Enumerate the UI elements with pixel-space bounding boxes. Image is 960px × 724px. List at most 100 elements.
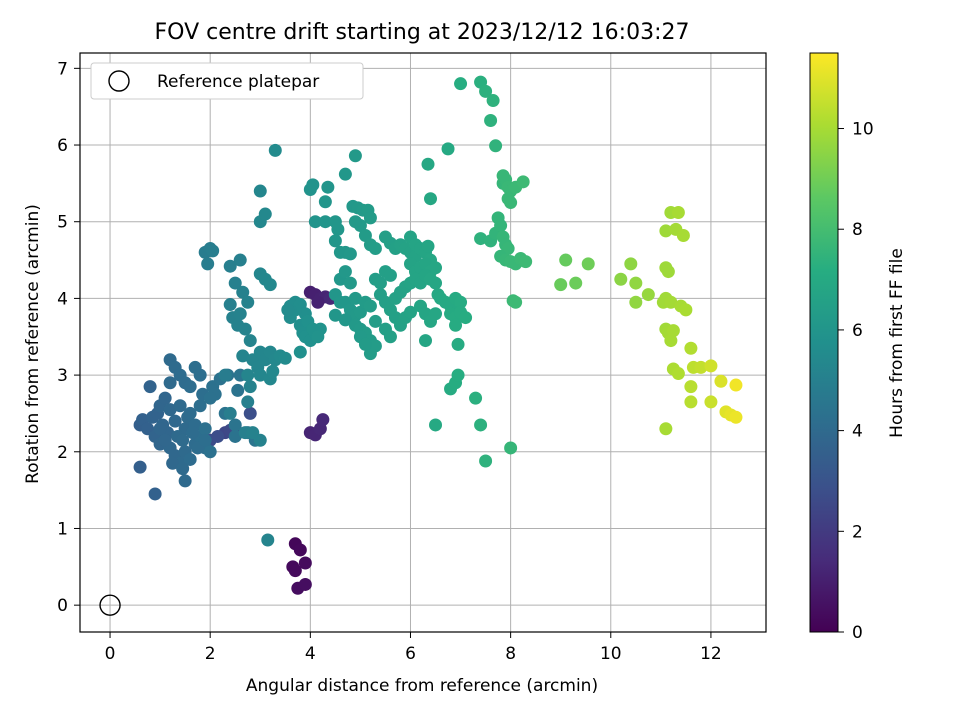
data-point: [183, 406, 197, 420]
data-point: [311, 330, 325, 344]
x-axis-ticks: 0 2 4 6 8 10 12: [105, 632, 722, 664]
data-point: [308, 215, 322, 229]
data-point: [133, 460, 147, 474]
data-point: [484, 113, 498, 127]
colorbar-tick-label: 6: [852, 321, 863, 341]
data-point: [403, 305, 417, 319]
y-tick-label: 5: [57, 213, 68, 233]
data-point: [348, 149, 362, 163]
data-point: [241, 295, 255, 309]
colorbar-tick-label: 10: [852, 120, 874, 140]
data-point: [293, 345, 307, 359]
data-point: [298, 556, 312, 570]
data-point: [201, 257, 215, 271]
colorbar-tick-label: 4: [852, 422, 863, 442]
data-point: [516, 175, 530, 189]
data-point: [311, 295, 325, 309]
data-point: [178, 474, 192, 488]
data-point: [206, 244, 220, 258]
data-point: [148, 487, 162, 501]
legend-box: [90, 62, 364, 100]
y-tick-label: 7: [57, 59, 68, 79]
data-point: [684, 395, 698, 409]
data-point: [486, 94, 500, 108]
data-point: [298, 577, 312, 591]
data-point: [559, 253, 573, 267]
data-points: [133, 75, 743, 595]
data-point: [338, 265, 352, 279]
data-point: [449, 318, 463, 332]
data-point: [241, 368, 255, 382]
data-point: [198, 433, 212, 447]
x-tick-label: 0: [105, 644, 116, 664]
y-tick-label: 3: [57, 366, 68, 386]
data-point: [504, 196, 518, 210]
data-point: [729, 410, 743, 424]
colorbar-tick-label: 2: [852, 522, 863, 542]
data-point: [629, 295, 643, 309]
data-point: [163, 403, 177, 417]
data-point: [671, 206, 685, 220]
data-point: [266, 364, 280, 378]
data-point: [679, 303, 693, 317]
data-point: [421, 239, 435, 253]
y-tick-label: 4: [57, 289, 68, 309]
data-point: [241, 395, 255, 409]
data-point: [363, 211, 377, 225]
data-point: [454, 77, 468, 91]
data-point: [316, 413, 330, 427]
data-point: [659, 224, 673, 238]
data-point: [261, 533, 275, 547]
data-point: [429, 276, 443, 290]
colorbar-label: Hours from first FF file: [887, 248, 907, 438]
data-point: [353, 305, 367, 319]
data-point: [338, 313, 352, 327]
data-point: [629, 276, 643, 290]
data-point: [218, 368, 232, 382]
data-point: [158, 391, 172, 405]
data-point: [233, 307, 247, 321]
data-point: [729, 378, 743, 392]
data-point: [306, 178, 320, 192]
data-point: [243, 380, 257, 394]
data-point: [268, 143, 282, 157]
data-point: [183, 452, 197, 466]
legend-label: Reference platepar: [157, 72, 319, 92]
data-point: [368, 314, 382, 328]
legend-marker-open-circle: [108, 70, 130, 92]
data-point: [228, 418, 242, 432]
x-tick-label: 10: [600, 644, 622, 664]
data-point: [694, 360, 708, 374]
data-point: [383, 268, 397, 282]
data-point: [684, 341, 698, 355]
data-point: [664, 334, 678, 348]
data-point: [348, 215, 362, 229]
data-point: [496, 169, 510, 183]
x-tick-label: 8: [505, 644, 516, 664]
data-point: [228, 429, 242, 443]
data-point: [258, 207, 272, 221]
data-point: [238, 322, 252, 336]
data-point: [253, 433, 267, 447]
data-point: [504, 441, 518, 455]
data-point: [143, 380, 157, 394]
data-point: [474, 232, 488, 246]
data-point: [198, 422, 212, 436]
data-point: [253, 184, 267, 198]
data-point: [659, 422, 673, 436]
data-point: [429, 307, 443, 321]
data-point: [664, 295, 678, 309]
data-point: [454, 295, 468, 309]
data-point: [676, 229, 690, 243]
data-point: [489, 139, 503, 153]
data-point: [519, 255, 533, 269]
data-point: [666, 324, 680, 338]
data-point: [451, 337, 465, 351]
data-point: [193, 399, 207, 413]
data-point: [173, 399, 187, 413]
data-point: [429, 261, 443, 275]
data-point: [293, 543, 307, 557]
data-point: [704, 395, 718, 409]
data-point: [368, 242, 382, 256]
data-point: [158, 433, 172, 447]
